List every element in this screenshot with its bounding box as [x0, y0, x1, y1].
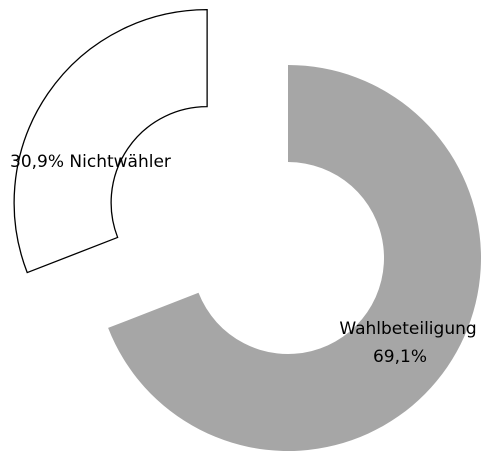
value-label: 69,1%	[373, 347, 427, 367]
category-label: Wahlbeteiligung	[339, 319, 476, 339]
segment	[108, 65, 481, 451]
segments	[13, 9, 481, 451]
segment	[13, 9, 208, 274]
label-nichtwaehler: 30,9% Nichtwähler	[10, 152, 171, 172]
value-label: 30,9%	[10, 152, 64, 172]
category-label: Nichtwähler	[69, 152, 171, 172]
